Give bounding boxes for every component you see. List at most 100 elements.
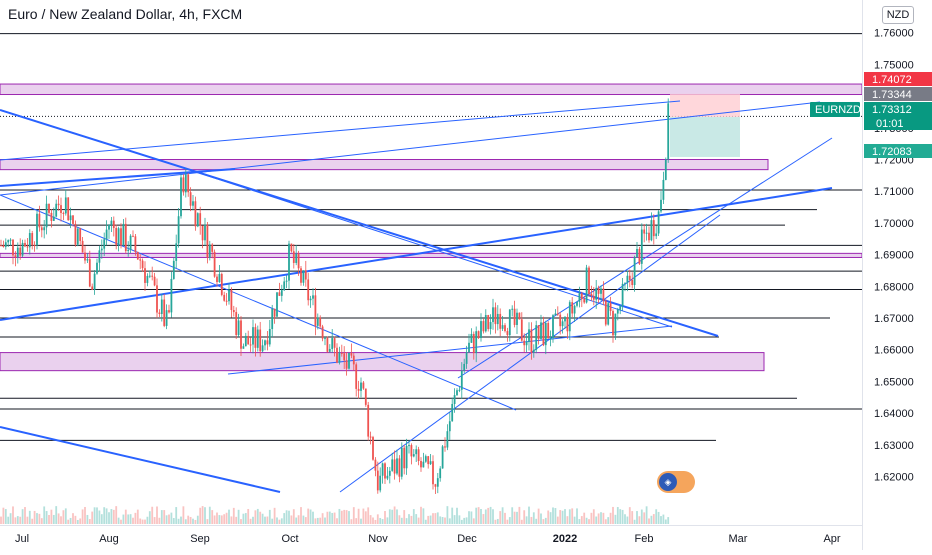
candle-body	[412, 454, 415, 457]
candle-body	[372, 437, 374, 460]
volume-bar	[381, 519, 384, 524]
candle-body	[544, 322, 547, 346]
volume-bar	[302, 515, 305, 524]
candle-body	[422, 461, 425, 468]
volume-bar	[307, 508, 310, 524]
y-tick-label: 1.66000	[874, 345, 914, 357]
candle-body	[604, 300, 607, 325]
volume-bar	[638, 516, 641, 524]
candle-body	[276, 292, 278, 317]
volume-bar	[67, 519, 70, 524]
candle-body	[559, 314, 562, 327]
candle-body	[345, 360, 348, 369]
trend-line	[227, 325, 673, 375]
countdown-text: 01:01	[876, 118, 904, 130]
volume-bar	[417, 517, 420, 524]
volume-bar	[280, 518, 283, 524]
candle-body	[607, 303, 610, 325]
candle-body	[319, 317, 322, 327]
volume-bar	[422, 508, 425, 524]
volume-bar	[112, 509, 115, 524]
candle-body	[393, 459, 396, 474]
candle-body	[374, 459, 377, 471]
volume-bar	[120, 519, 122, 524]
candle-body	[364, 388, 367, 405]
candle-body	[578, 293, 581, 302]
candle-body	[624, 282, 626, 284]
volume-bar	[592, 509, 595, 524]
volume-bar	[396, 509, 398, 524]
volume-bar	[0, 516, 2, 524]
volume-bar	[376, 514, 379, 524]
candle-body	[609, 303, 612, 311]
volume-bar	[540, 513, 542, 524]
candle-body	[465, 352, 468, 364]
candle-body	[415, 449, 418, 455]
candle-body	[242, 346, 245, 349]
tradingview-logo-icon[interactable]: ◈	[657, 471, 695, 493]
candle-body	[633, 257, 636, 286]
candle-body	[602, 288, 605, 301]
volume-bar	[132, 517, 134, 524]
volume-bar	[60, 516, 62, 524]
candle-body	[525, 341, 528, 346]
candle-body	[218, 273, 221, 283]
volume-bar	[91, 511, 94, 524]
volume-bar	[129, 514, 132, 524]
volume-bar	[184, 519, 187, 524]
volume-bar	[614, 514, 617, 524]
volume-bar	[295, 517, 298, 524]
candle-body	[487, 315, 490, 330]
volume-bar	[26, 516, 29, 524]
volume-bar	[206, 519, 209, 524]
candle-body	[165, 310, 168, 326]
price-badge-text: 1.72083	[872, 146, 912, 158]
volume-bar	[266, 516, 269, 524]
candle-body	[523, 340, 526, 346]
candle-body	[660, 199, 662, 212]
volume-bar	[156, 506, 158, 524]
candle-body	[532, 349, 535, 353]
volume-bar	[2, 507, 5, 524]
candle-body	[420, 460, 422, 468]
volume-bar	[504, 512, 506, 524]
candle-body	[252, 327, 254, 345]
currency-button[interactable]: NZD	[882, 6, 914, 24]
volume-bar	[508, 517, 511, 524]
candle-body	[408, 445, 410, 447]
volume-bar	[93, 507, 96, 524]
candle-body	[513, 308, 516, 325]
candle-body	[667, 103, 670, 160]
volume-bar	[292, 509, 295, 524]
volume-bar	[554, 508, 557, 524]
volume-bar	[588, 519, 590, 524]
candle-body	[508, 309, 511, 336]
candle-body	[321, 326, 324, 339]
volume-bar	[429, 515, 432, 524]
y-tick-label: 1.71000	[874, 186, 914, 198]
candle-body	[499, 313, 502, 329]
volume-bar	[271, 518, 274, 524]
candle-body	[424, 456, 427, 462]
trend-line	[0, 101, 821, 196]
candle-body	[240, 320, 242, 349]
volume-bar	[223, 514, 226, 524]
candle-body	[187, 174, 190, 193]
volume-bar	[50, 509, 53, 524]
volume-bar	[597, 513, 600, 524]
volume-bar	[326, 511, 329, 524]
candle-body	[261, 345, 264, 352]
volume-bar	[513, 511, 516, 524]
candle-body	[201, 225, 204, 241]
candle-body	[516, 312, 518, 325]
volume-bar	[631, 511, 634, 524]
x-tick-label: Mar	[729, 533, 748, 545]
volume-bar	[482, 514, 485, 524]
volume-bar	[441, 517, 444, 524]
candle-body	[249, 344, 252, 346]
volume-bar	[607, 517, 610, 524]
volume-bar	[350, 519, 353, 524]
candle-body	[566, 317, 569, 332]
